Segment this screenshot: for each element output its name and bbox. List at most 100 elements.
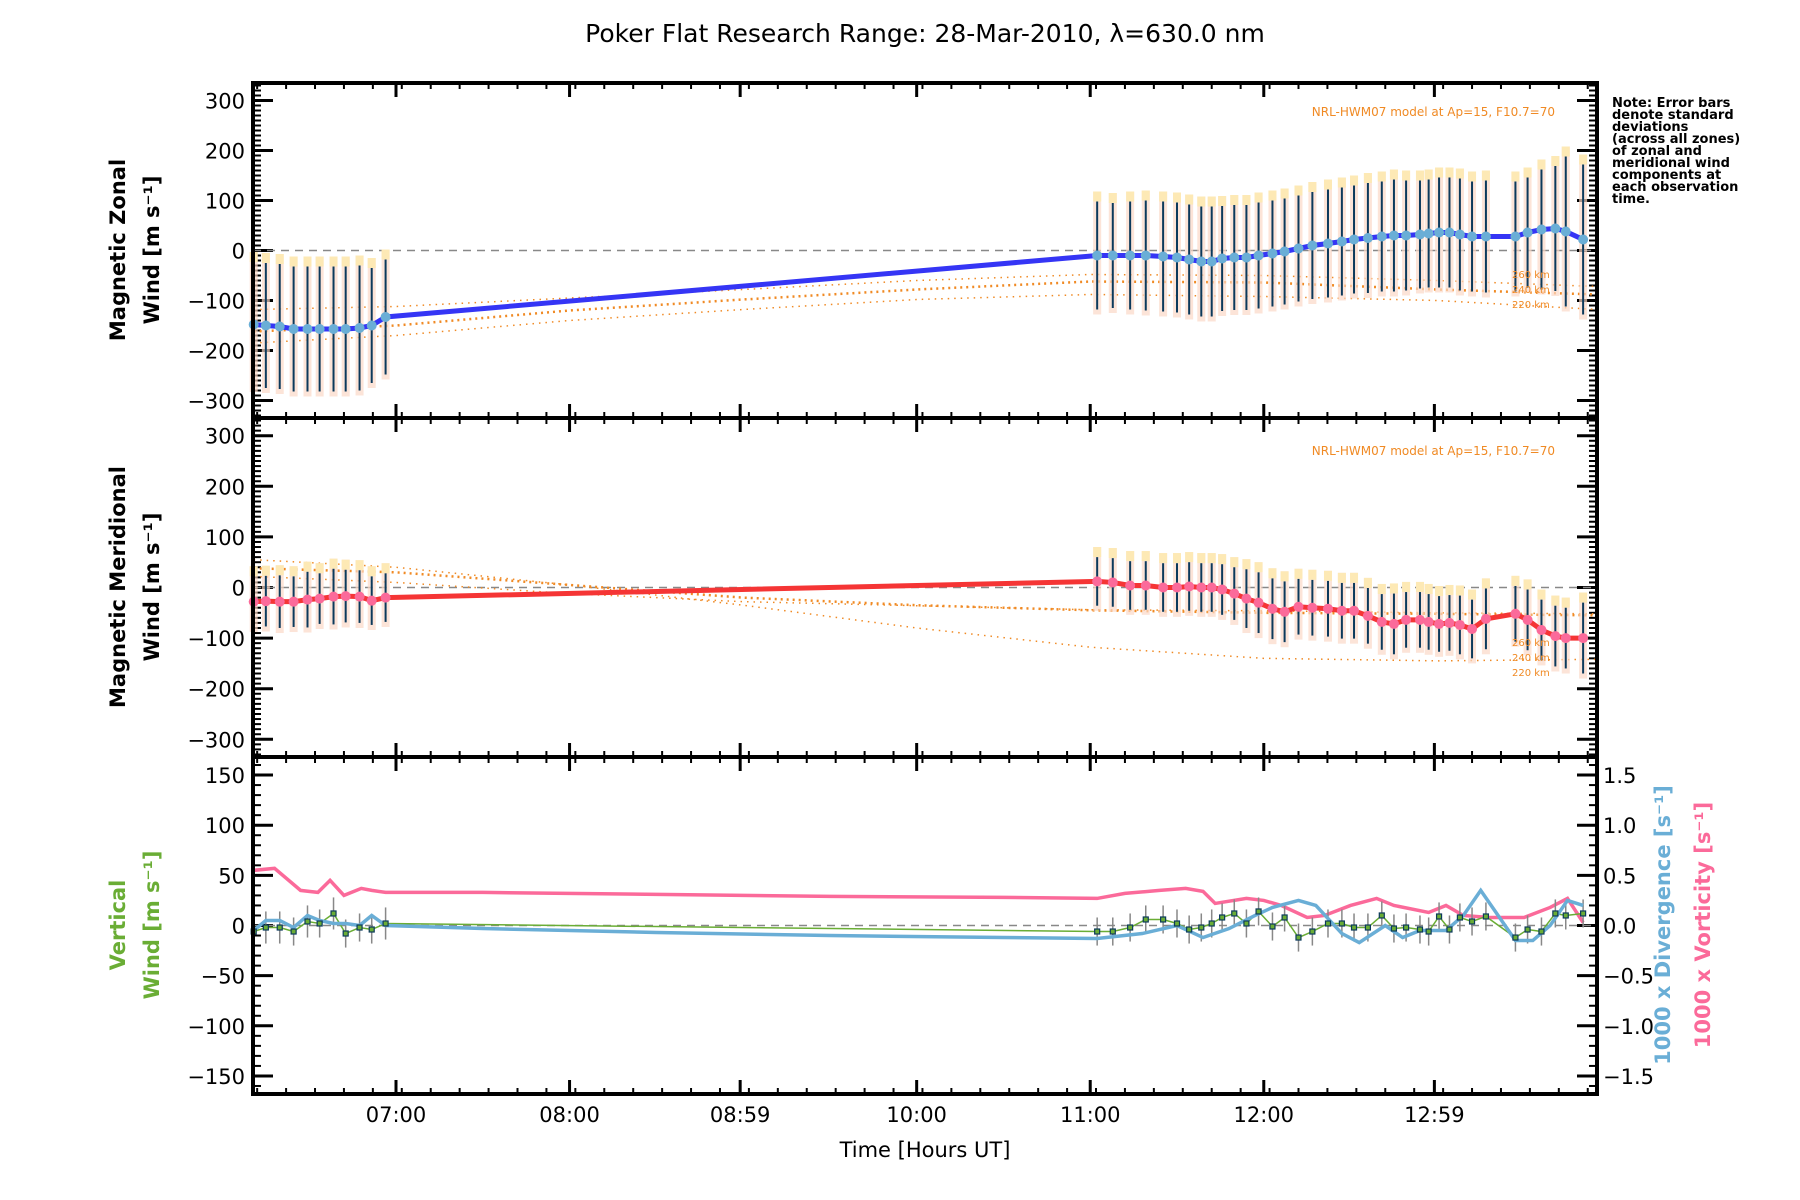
vertical-wind-point <box>1127 924 1134 931</box>
error-shading-cap <box>1455 168 1464 179</box>
meridional-data-point <box>328 591 339 602</box>
x-axis-label: Time [Hours UT] <box>839 1138 1011 1162</box>
meridional-data-point <box>1550 631 1561 642</box>
zonal-data-point <box>1467 231 1478 242</box>
meridional-data-point <box>1454 619 1465 630</box>
error-shading-cap <box>1389 583 1398 594</box>
zonal-data-point <box>1454 229 1465 240</box>
error-shading-cap <box>1402 581 1411 592</box>
error-shading-cap <box>1350 175 1359 186</box>
meridional-data-point <box>1423 616 1434 627</box>
note-line: components at <box>1612 168 1721 183</box>
error-shading-cap <box>1242 195 1251 205</box>
panel-frame <box>251 755 1599 1096</box>
error-shading-cap <box>1377 583 1386 594</box>
error-shading-cap <box>1511 171 1520 182</box>
error-shading-cap <box>1377 171 1386 182</box>
error-shading-cap <box>1551 156 1560 166</box>
y-tick-label: 100 <box>205 526 245 550</box>
y-tick-label: −200 <box>187 678 245 702</box>
error-shading-cap <box>381 563 390 574</box>
vertical-wind-point <box>1350 924 1358 931</box>
zonal-data-point <box>1196 256 1207 267</box>
error-shading-cap <box>1294 568 1303 579</box>
error-shading-cap <box>367 258 376 268</box>
error-shading-cap <box>1551 595 1560 606</box>
vertical-wind-point <box>1142 916 1149 923</box>
y2-tick-label: −1.0 <box>1603 1015 1654 1039</box>
vertical-wind-point <box>382 920 389 927</box>
meridional-data-point <box>366 595 377 606</box>
error-shading-cap <box>1323 570 1332 581</box>
meridional-ylabel-line1: Magnetic Meridional <box>106 466 130 708</box>
y-tick-label: −300 <box>187 728 245 752</box>
y-tick-label: 100 <box>205 190 245 214</box>
zonal-data-point <box>1172 252 1182 263</box>
vertical-wind-point <box>1231 910 1238 917</box>
vertical-wind-panel: −150 −100 −50 0 50 100 150 −1.5 −1.0 −0.5 0.0 0.5 1.… <box>187 755 1654 1096</box>
error-shading-cap <box>1294 185 1303 196</box>
zonal-data-point <box>1107 250 1118 261</box>
error-shading-cap <box>1280 188 1289 199</box>
error-shading-cap <box>1207 196 1216 207</box>
y2-tick-label: 0.5 <box>1603 864 1636 888</box>
error-shading-cap <box>1197 553 1206 564</box>
zonal-data-point <box>1140 250 1151 261</box>
zonal-data-point <box>1444 227 1455 238</box>
error-shading-cap <box>1363 173 1372 183</box>
error-shading-cap <box>1511 575 1520 586</box>
error-shading-cap <box>1280 571 1289 582</box>
error-shading-cap <box>1159 553 1168 564</box>
error-shading-cap <box>1159 191 1168 202</box>
vertical-wind-point <box>1160 916 1167 923</box>
meridional-data-point <box>1510 608 1521 619</box>
error-shading-cap <box>1308 569 1317 580</box>
error-shading-cap <box>381 249 390 260</box>
zonal-alt-label-260: 260 km <box>1512 270 1550 281</box>
error-shading-cap <box>355 560 364 571</box>
y2-tick-label: 1.5 <box>1603 764 1636 788</box>
error-shading-cap <box>1126 551 1135 562</box>
error-shading-cap <box>1537 159 1546 170</box>
model-curve-hwm07-220-km <box>253 293 1598 344</box>
vertical-wind-point <box>1580 910 1587 917</box>
error-shading-cap <box>289 566 298 577</box>
vertical-ylabel-line2: Wind [m s⁻¹] <box>140 851 164 1000</box>
meridional-model-annotation: NRL-HWM07 model at Ap=15, F10.7=70 <box>1312 444 1555 458</box>
vertical-wind-point <box>1456 914 1463 921</box>
zonal-data-point <box>1362 233 1373 243</box>
zonal-alt-label-220: 220 km <box>1512 300 1550 311</box>
model-curve-hwm07-260-km <box>253 273 1598 311</box>
zonal-data-point <box>1206 256 1217 267</box>
y-tick-label: −200 <box>187 340 245 364</box>
y-tick-label: 300 <box>205 90 245 114</box>
error-shading-cap <box>1468 171 1477 182</box>
error-shading-cap <box>1481 578 1490 589</box>
meridional-ylabel-line2: Wind [m s⁻¹] <box>140 513 164 662</box>
vertical-wind-point <box>1364 924 1372 931</box>
meridional-data-point <box>340 591 351 602</box>
zonal-data-point <box>340 324 351 334</box>
error-shading-cap <box>1337 572 1346 583</box>
meridional-alt-label-260: 260 km <box>1512 638 1550 649</box>
error-shading-cap <box>1424 169 1433 180</box>
model-curve-hwm07-220-km <box>253 575 1598 615</box>
vertical-wind-point <box>1538 928 1545 935</box>
meridional-data-point <box>1158 582 1169 593</box>
divergence-line <box>252 887 1584 945</box>
error-shading-cap <box>1445 167 1454 178</box>
zonal-data-point <box>1522 227 1533 238</box>
zonal-data-point <box>1267 248 1278 259</box>
error-shading-cap <box>303 256 312 267</box>
error-shading-cap <box>1108 548 1117 559</box>
error-shading-cap <box>329 558 338 569</box>
vertical-wind-point <box>316 920 323 927</box>
meridional-data-point <box>1560 633 1571 644</box>
zonal-alt-label-240: 240 km <box>1512 285 1550 296</box>
vertical-wind-point <box>1109 928 1116 935</box>
zonal-data-point <box>1279 246 1290 257</box>
error-shading-cap <box>1093 191 1102 202</box>
error-shading-cap <box>1389 169 1398 180</box>
meridional-data-point <box>1217 584 1228 595</box>
error-shading-cap <box>1561 146 1570 157</box>
